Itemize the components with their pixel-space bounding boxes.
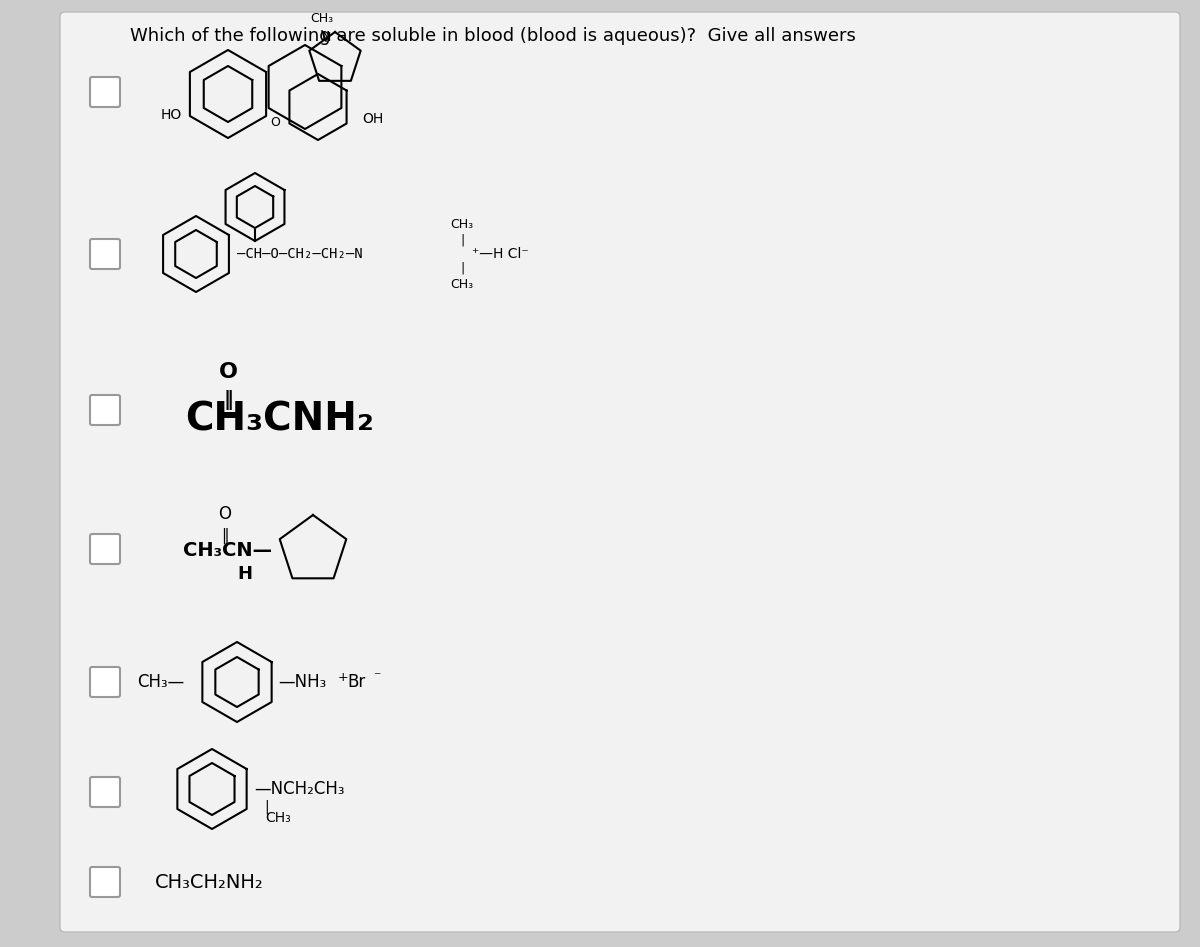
- Text: CH₃: CH₃: [265, 811, 290, 825]
- Text: —CH—O—CH₂—CH₂—N: —CH—O—CH₂—CH₂—N: [238, 247, 362, 261]
- Text: CH₃: CH₃: [450, 278, 474, 291]
- Text: CH₃CNH₂: CH₃CNH₂: [185, 400, 374, 438]
- Text: ‖: ‖: [223, 390, 233, 410]
- Text: CH₃—: CH₃—: [137, 673, 184, 691]
- Text: —NH₃: —NH₃: [278, 673, 326, 691]
- Text: N: N: [322, 30, 331, 44]
- Text: —NCH₂CH₃: —NCH₂CH₃: [254, 780, 344, 798]
- FancyBboxPatch shape: [90, 867, 120, 897]
- Text: OH: OH: [362, 112, 383, 126]
- Text: +: +: [338, 670, 349, 684]
- Text: ⁻: ⁻: [373, 670, 380, 684]
- FancyBboxPatch shape: [90, 777, 120, 807]
- Text: |: |: [265, 799, 269, 813]
- Text: O: O: [218, 362, 238, 382]
- Text: Which of the following are soluble in blood (blood is aqueous)?  Give all answer: Which of the following are soluble in bl…: [130, 27, 856, 45]
- FancyBboxPatch shape: [60, 12, 1180, 932]
- Text: CH₃CH₂NH₂: CH₃CH₂NH₂: [155, 872, 264, 891]
- FancyBboxPatch shape: [90, 395, 120, 425]
- FancyBboxPatch shape: [90, 667, 120, 697]
- Text: O: O: [218, 505, 232, 523]
- Text: CH₃CN—: CH₃CN—: [182, 541, 272, 560]
- Text: Br: Br: [347, 673, 365, 691]
- FancyBboxPatch shape: [90, 77, 120, 107]
- Text: HO: HO: [161, 108, 182, 122]
- Text: CH₃: CH₃: [311, 12, 334, 25]
- Text: |: |: [460, 234, 464, 246]
- Text: ‖: ‖: [221, 528, 229, 544]
- Text: |: |: [460, 261, 464, 275]
- FancyBboxPatch shape: [90, 534, 120, 564]
- FancyBboxPatch shape: [90, 239, 120, 269]
- Text: ⁺—H Cl⁻: ⁺—H Cl⁻: [472, 247, 529, 261]
- Text: O: O: [270, 116, 280, 129]
- Text: CH₃: CH₃: [450, 218, 474, 231]
- Text: H: H: [238, 565, 252, 583]
